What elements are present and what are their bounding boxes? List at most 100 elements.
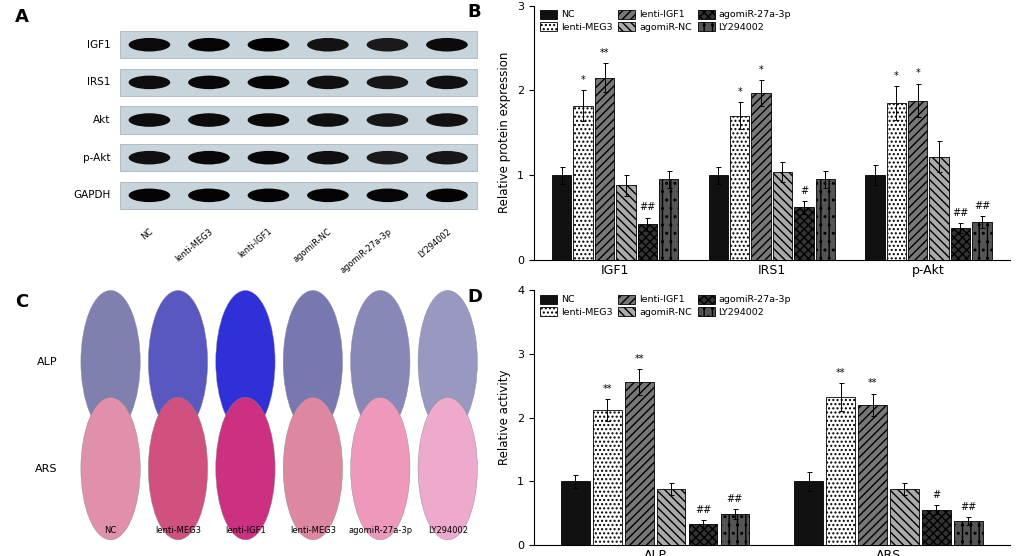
Text: **: ** [634,354,643,364]
Y-axis label: Relative activity: Relative activity [498,370,511,465]
Ellipse shape [418,398,477,540]
FancyBboxPatch shape [119,69,476,96]
Y-axis label: Relative protein expression: Relative protein expression [498,52,511,214]
Ellipse shape [187,151,229,165]
Ellipse shape [216,398,275,540]
Ellipse shape [128,38,170,52]
Ellipse shape [307,113,348,127]
Text: agomiR-27a-3p: agomiR-27a-3p [338,227,393,275]
Ellipse shape [283,290,342,433]
FancyBboxPatch shape [119,144,476,171]
Bar [573,106,592,260]
Bar [658,180,678,260]
Ellipse shape [366,113,408,127]
Text: NC: NC [140,227,155,242]
Bar [772,172,792,260]
Bar [815,180,835,260]
FancyBboxPatch shape [119,182,476,209]
Ellipse shape [426,76,468,89]
Ellipse shape [148,290,208,433]
Ellipse shape [128,76,170,89]
Text: *: * [893,71,898,81]
Text: B: B [467,3,480,21]
Bar [751,93,770,260]
Ellipse shape [366,188,408,202]
Text: A: A [15,8,29,26]
Text: lenti-MEG3: lenti-MEG3 [155,526,201,535]
Bar [928,156,948,260]
Bar [592,410,621,545]
Bar [921,510,950,545]
Text: NC: NC [104,526,116,535]
Text: lenti-MEG3: lenti-MEG3 [173,227,215,264]
Text: p-Akt: p-Akt [83,153,110,163]
Legend: NC, lenti-MEG3, lenti-IGF1, agomiR-NC, agomiR-27a-3p, LY294002: NC, lenti-MEG3, lenti-IGF1, agomiR-NC, a… [538,8,792,34]
Text: Akt: Akt [93,115,110,125]
Ellipse shape [187,76,229,89]
Ellipse shape [248,151,289,165]
Text: *: * [914,68,919,78]
Text: ##: ## [959,502,975,512]
Ellipse shape [128,188,170,202]
Ellipse shape [81,290,140,433]
Bar [625,382,653,545]
Text: agomiR-27a-3p: agomiR-27a-3p [347,526,412,535]
Bar [560,481,589,545]
FancyBboxPatch shape [119,31,476,58]
Ellipse shape [307,38,348,52]
Text: ##: ## [952,207,968,217]
Bar [971,222,990,260]
Ellipse shape [426,113,468,127]
Ellipse shape [187,188,229,202]
Text: agomiR-NC: agomiR-NC [291,227,333,264]
Text: #: # [931,490,940,500]
Text: lenti-IGF1: lenti-IGF1 [225,526,266,535]
Bar [794,207,813,260]
Ellipse shape [187,38,229,52]
Bar [730,116,749,260]
Bar [719,514,749,545]
Ellipse shape [426,188,468,202]
Ellipse shape [307,188,348,202]
Bar [637,224,656,260]
Ellipse shape [283,398,342,540]
Ellipse shape [307,76,348,89]
Bar [551,175,571,260]
Text: GAPDH: GAPDH [72,190,110,200]
Text: IRS1: IRS1 [87,77,110,87]
Text: *: * [758,65,763,75]
Text: LY294002: LY294002 [416,227,452,260]
Text: ARS: ARS [36,464,58,474]
Text: C: C [15,293,29,311]
Text: ##: ## [973,201,989,211]
Ellipse shape [351,290,410,433]
Bar [950,228,969,260]
Ellipse shape [148,398,208,540]
Text: lenti-IGF1: lenti-IGF1 [237,227,274,260]
Bar [708,175,728,260]
Ellipse shape [248,76,289,89]
Ellipse shape [187,113,229,127]
Ellipse shape [366,76,408,89]
Text: **: ** [599,48,608,58]
Bar [886,103,905,260]
Text: ALP: ALP [37,357,58,367]
Bar [825,398,854,545]
Ellipse shape [307,151,348,165]
Text: ##: ## [694,505,710,515]
Text: ##: ## [726,494,742,504]
Ellipse shape [366,151,408,165]
Bar [890,489,918,545]
Text: *: * [580,75,585,85]
Ellipse shape [426,151,468,165]
Text: #: # [799,186,807,196]
Text: **: ** [835,368,845,378]
Text: **: ** [602,384,611,394]
Text: IGF1: IGF1 [87,39,110,49]
Ellipse shape [418,290,477,433]
Bar [615,185,635,260]
Ellipse shape [248,188,289,202]
Ellipse shape [81,398,140,540]
Bar [688,524,716,545]
Bar [794,481,822,545]
